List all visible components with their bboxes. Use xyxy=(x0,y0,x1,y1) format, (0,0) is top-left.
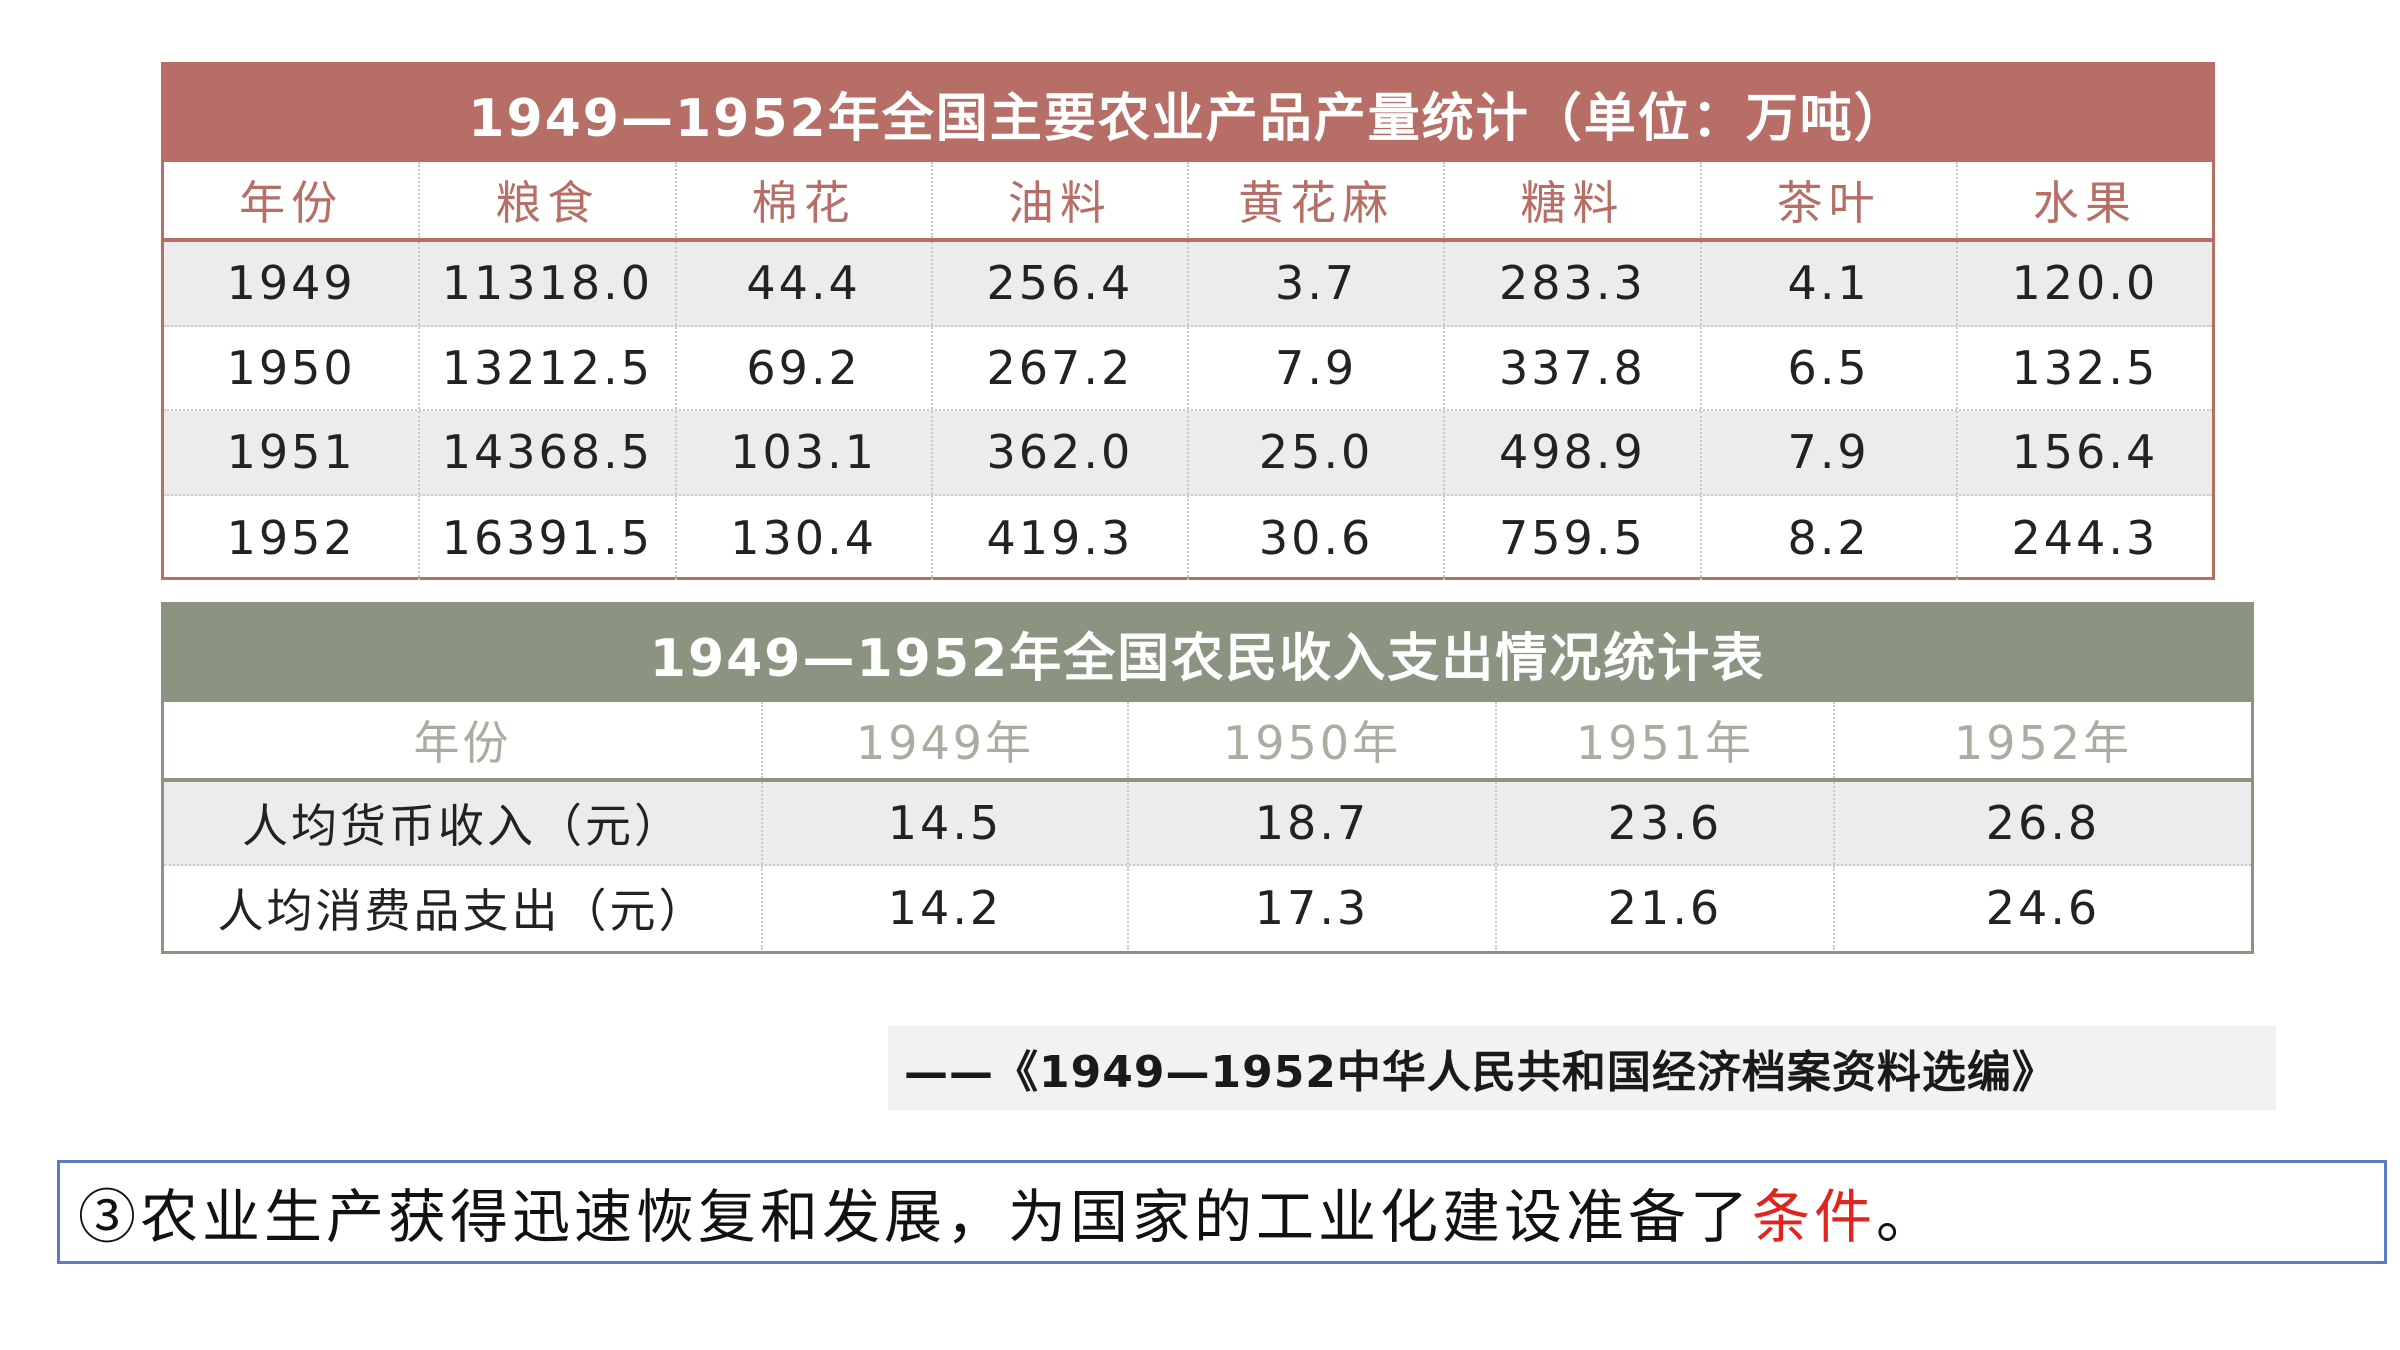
table-row: 1951 14368.5 103.1 362.0 25.0 498.9 7.9 … xyxy=(164,411,2212,496)
conclusion-end: 。 xyxy=(1876,1183,1939,1251)
table-cell: 25.0 xyxy=(1189,411,1446,494)
header-fruit: 水果 xyxy=(2032,176,2137,230)
header-1952: 1952年 xyxy=(1953,716,2133,770)
table-cell: 120.0 xyxy=(2011,256,2159,311)
table-cell: 26.8 xyxy=(1985,796,2101,850)
table-cell: 23.6 xyxy=(1497,782,1835,864)
table-row: 1949 11318.0 44.4 256.4 3.7 283.3 4.1 12… xyxy=(164,242,2212,327)
table-cell: 132.5 xyxy=(2011,340,2159,395)
row-label-spending: 人均消费品支出（元） xyxy=(164,866,763,950)
table-cell: 69.2 xyxy=(677,326,933,409)
table-cell: 24.6 xyxy=(1985,881,2101,935)
table-row: 1952 16391.5 130.4 419.3 30.6 759.5 8.2 … xyxy=(164,495,2212,580)
header-cotton: 棉花 xyxy=(677,162,933,238)
header-jute: 黄花麻 xyxy=(1189,162,1446,238)
table-cell: 44.4 xyxy=(677,242,933,325)
crop-output-header-row: 年份 粮食 棉花 油料 黄花麻 糖料 茶叶 水果 xyxy=(164,162,2212,242)
table-cell: 18.7 xyxy=(1129,782,1497,864)
table-row: 1950 13212.5 69.2 267.2 7.9 337.8 6.5 13… xyxy=(164,326,2212,411)
farmer-income-table-title: 1949—1952年全国农民收入支出情况统计表 xyxy=(164,605,2251,702)
table-cell: 256.4 xyxy=(933,242,1189,325)
table-cell: 498.9 xyxy=(1445,411,1702,494)
header-year: 年份 xyxy=(164,702,763,778)
source-citation: ——《1949—1952中华人民共和国经济档案资料选编》 xyxy=(888,1026,2276,1110)
table-cell: 1951 xyxy=(164,411,421,494)
conclusion-text: ③农业生产获得迅速恢复和发展，为国家的工业化建设准备了 xyxy=(78,1183,1753,1251)
table-cell: 6.5 xyxy=(1702,326,1958,409)
table-cell: 362.0 xyxy=(933,411,1189,494)
table-cell: 1949 xyxy=(164,242,421,325)
header-1951: 1951年 xyxy=(1497,702,1835,778)
table-cell: 11318.0 xyxy=(420,242,677,325)
table-cell: 244.3 xyxy=(2011,510,2159,565)
crop-output-table: 1949—1952年全国主要农业产品产量统计（单位：万吨） 年份 粮食 棉花 油… xyxy=(161,62,2215,580)
header-grain: 粮食 xyxy=(420,162,677,238)
header-sugar: 糖料 xyxy=(1445,162,1702,238)
conclusion-highlight: 条件 xyxy=(1752,1183,1877,1251)
table-cell: 21.6 xyxy=(1497,866,1835,950)
header-tea: 茶叶 xyxy=(1702,162,1958,238)
table-cell: 1950 xyxy=(164,326,421,409)
table-cell: 14368.5 xyxy=(420,411,677,494)
table-cell: 759.5 xyxy=(1445,495,1702,580)
table-cell: 130.4 xyxy=(677,495,933,580)
table-cell: 14.5 xyxy=(763,782,1129,864)
table-cell: 17.3 xyxy=(1129,866,1497,950)
table-cell: 7.9 xyxy=(1702,411,1958,494)
table-row: 人均消费品支出（元） 14.2 17.3 21.6 24.6 xyxy=(164,866,2251,950)
table-cell: 4.1 xyxy=(1702,242,1958,325)
crop-output-table-title: 1949—1952年全国主要农业产品产量统计（单位：万吨） xyxy=(164,65,2212,162)
table-cell: 103.1 xyxy=(677,411,933,494)
table-cell: 30.6 xyxy=(1189,495,1446,580)
table-cell: 16391.5 xyxy=(420,495,677,580)
farmer-income-header-row: 年份 1949年 1950年 1951年 1952年 xyxy=(164,702,2251,782)
header-1950: 1950年 xyxy=(1129,702,1497,778)
table-cell: 267.2 xyxy=(933,326,1189,409)
table-cell: 14.2 xyxy=(763,866,1129,950)
table-row: 人均货币收入（元） 14.5 18.7 23.6 26.8 xyxy=(164,782,2251,866)
table-cell: 8.2 xyxy=(1702,495,1958,580)
header-1949: 1949年 xyxy=(763,702,1129,778)
table-cell: 3.7 xyxy=(1189,242,1446,325)
table-cell: 7.9 xyxy=(1189,326,1446,409)
farmer-income-table: 1949—1952年全国农民收入支出情况统计表 年份 1949年 1950年 1… xyxy=(161,602,2254,954)
header-oilseed: 油料 xyxy=(933,162,1189,238)
table-cell: 156.4 xyxy=(2011,425,2159,480)
conclusion-box: ③农业生产获得迅速恢复和发展，为国家的工业化建设准备了 条件。 xyxy=(57,1160,2387,1264)
table-cell: 1952 xyxy=(164,495,421,580)
table-cell: 13212.5 xyxy=(420,326,677,409)
row-label-income: 人均货币收入（元） xyxy=(164,782,763,864)
table-cell: 419.3 xyxy=(933,495,1189,580)
table-cell: 337.8 xyxy=(1445,326,1702,409)
header-year: 年份 xyxy=(164,162,421,238)
table-cell: 283.3 xyxy=(1445,242,1702,325)
